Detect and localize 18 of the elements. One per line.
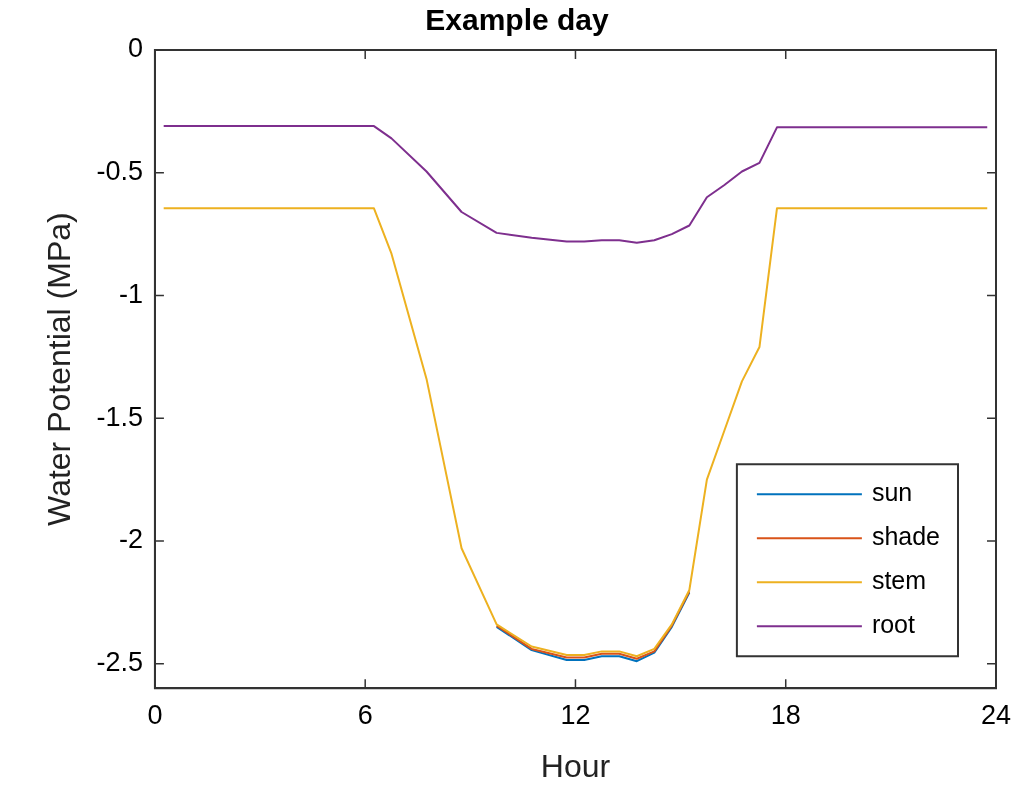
x-tick-label: 0 [147,699,163,730]
y-tick-label: -0.5 [96,156,143,187]
y-tick-label: -2.5 [96,647,143,678]
y-tick-label: -1.5 [96,401,143,432]
x-tick-label: 18 [770,699,801,730]
y-tick-label: -2 [118,524,143,555]
legend-label: root [871,610,916,639]
legend-label: shade [871,522,941,551]
x-tick-label: 6 [357,699,373,730]
x-tick-label: 24 [980,699,1012,730]
y-tick-label: -1 [118,278,143,309]
y-axis-title: Water Potential (MPa) [41,212,78,526]
x-tick-label: 12 [560,699,591,730]
chart-title: Example day [425,3,610,37]
y-tick-label: 0 [127,33,143,64]
x-axis-title: Hour [540,747,611,784]
legend-label: sun [871,478,913,507]
legend-label: stem [871,566,927,595]
